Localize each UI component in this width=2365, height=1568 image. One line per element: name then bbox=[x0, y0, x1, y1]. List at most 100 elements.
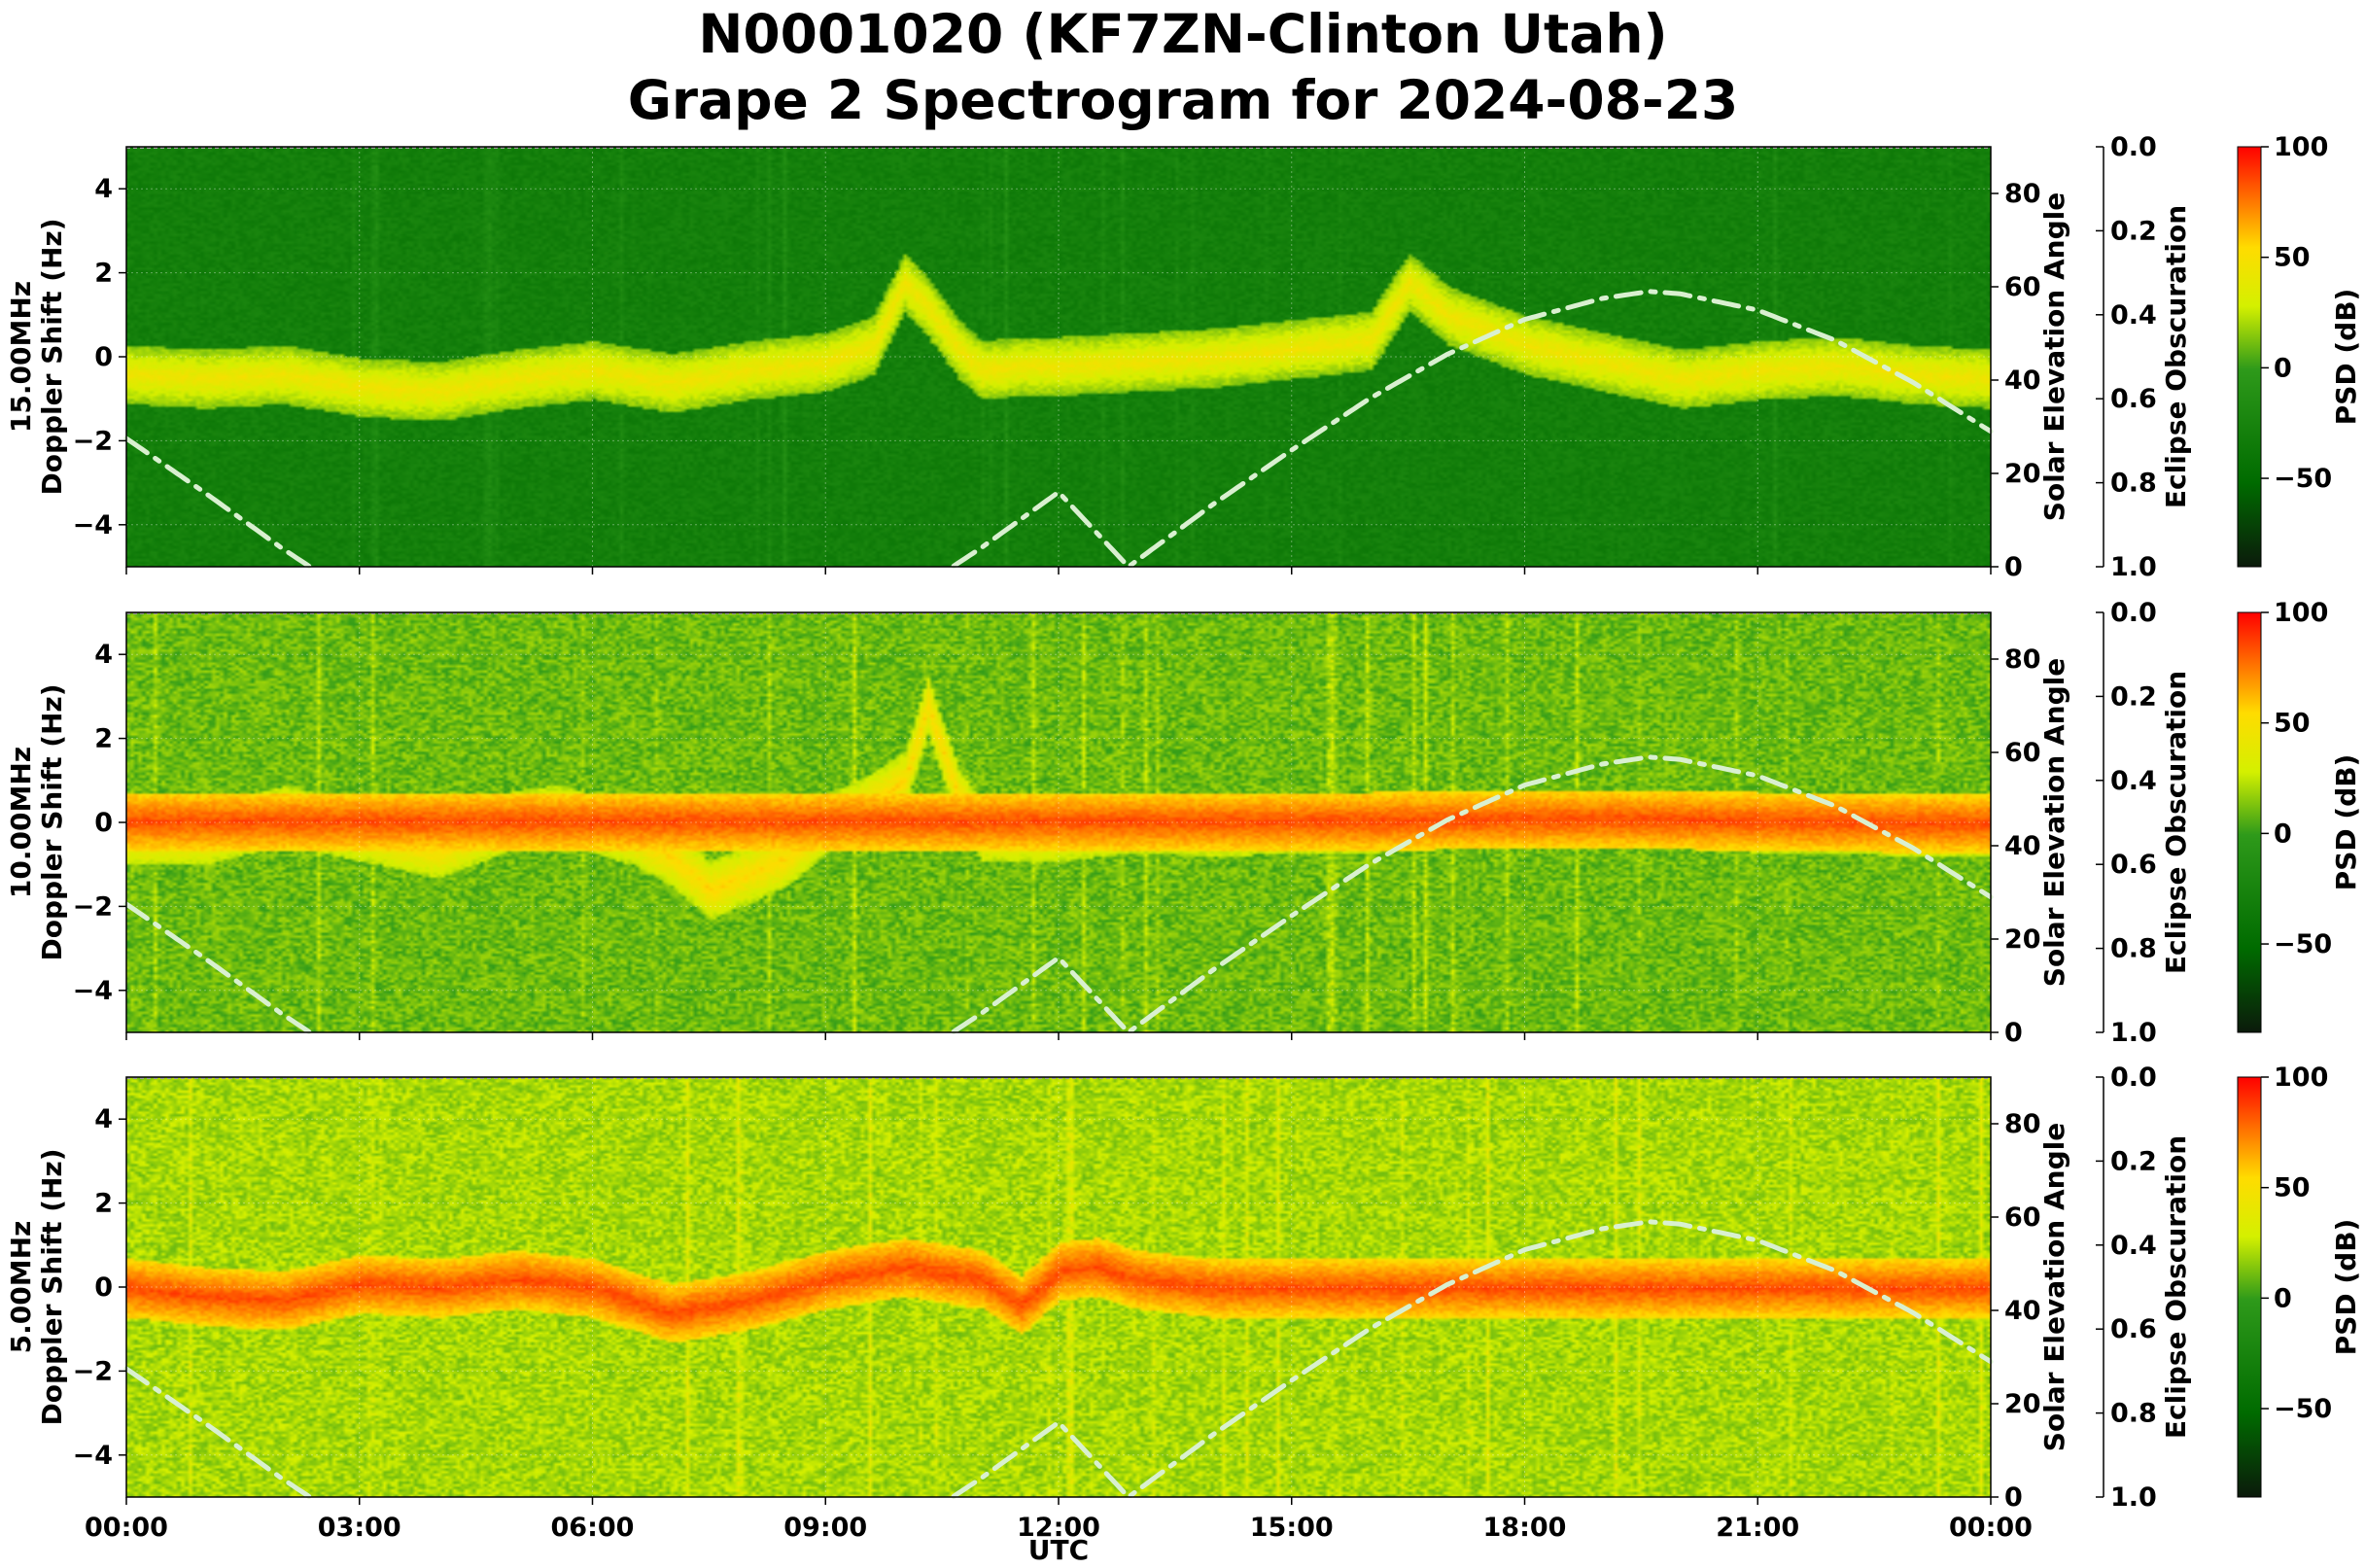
grid-lines bbox=[126, 1077, 1991, 1497]
obscuration-tick-label: 0.0 bbox=[2110, 1063, 2157, 1093]
obscuration-tick-label: 0.8 bbox=[2110, 469, 2157, 499]
grid-lines bbox=[126, 147, 1991, 567]
colorbar bbox=[2237, 611, 2262, 1033]
colorbar-tick-label: 100 bbox=[2274, 598, 2328, 628]
solar-elevation-axis-label: Solar Elevation Angle bbox=[2038, 1123, 2070, 1451]
solar-tick-label: 20 bbox=[2004, 1389, 2041, 1419]
obscuration-tick-label: 0.8 bbox=[2110, 934, 2157, 964]
obscuration-tick-label: 1.0 bbox=[2110, 552, 2157, 582]
obscuration-tick-label: 0.0 bbox=[2110, 598, 2157, 628]
solar-tick-label: 0 bbox=[2004, 1482, 2023, 1513]
y-tick-label: 4 bbox=[94, 640, 113, 670]
obscuration-tick-label: 0.0 bbox=[2110, 132, 2157, 162]
y-tick-label: 0 bbox=[94, 342, 113, 372]
doppler-axis-label-line2: Doppler Shift (Hz) bbox=[36, 218, 68, 495]
eclipse-obscuration-axis-label: Eclipse Obscuration bbox=[2160, 1135, 2192, 1439]
colorbar-tick-label: 100 bbox=[2274, 1063, 2328, 1093]
colorbar-tick-label: 100 bbox=[2274, 132, 2328, 162]
colorbar-tick-label: 0 bbox=[2274, 353, 2292, 383]
spectrogram-heatmap bbox=[126, 147, 1991, 567]
y-tick-label: 4 bbox=[94, 1104, 113, 1134]
eclipse-obscuration-axis-label: Eclipse Obscuration bbox=[2160, 671, 2192, 974]
solar-tick-label: 60 bbox=[2004, 272, 2041, 302]
solar-tick-label: 80 bbox=[2004, 1109, 2041, 1139]
y-tick-label: −4 bbox=[73, 1441, 113, 1471]
solar-elevation-curve bbox=[123, 1219, 1994, 1501]
solar-elevation-axis-label: Solar Elevation Angle bbox=[2038, 192, 2070, 521]
panel-15mhz: 15.00MHz Doppler Shift (Hz) Solar Elevat… bbox=[5, 132, 2362, 582]
x-tick-label: 00:00 bbox=[85, 1513, 168, 1543]
y-tick-label: 4 bbox=[94, 174, 113, 204]
x-tick-label: 00:00 bbox=[1949, 1513, 2033, 1543]
obscuration-tick-label: 0.2 bbox=[2110, 1146, 2157, 1176]
colorbar bbox=[2237, 146, 2262, 568]
obscuration-tick-label: 0.4 bbox=[2110, 766, 2157, 796]
figure-title-line1: N0001020 (KF7ZN-Clinton Utah) bbox=[698, 3, 1667, 65]
colorbar-tick-label: −50 bbox=[2274, 929, 2332, 959]
x-tick-label: 18:00 bbox=[1483, 1513, 1567, 1543]
y-tick-label: −2 bbox=[73, 426, 113, 456]
y-tick-label: −4 bbox=[73, 976, 113, 1006]
obscuration-tick-label: 0.4 bbox=[2110, 1231, 2157, 1261]
solar-elevation-curve bbox=[123, 754, 1994, 1036]
solar-tick-label: 60 bbox=[2004, 1202, 2041, 1233]
solar-tick-label: 40 bbox=[2004, 1296, 2041, 1326]
panel-5mhz: 5.00MHz Doppler Shift (Hz) Solar Elevati… bbox=[5, 1063, 2362, 1566]
x-axis-label: UTC bbox=[1028, 1534, 1089, 1566]
y-tick-label: 2 bbox=[94, 724, 113, 754]
colorbar bbox=[2237, 1076, 2262, 1498]
doppler-axis-label-line1: 15.00MHz bbox=[5, 281, 37, 433]
obscuration-tick-label: 0.6 bbox=[2110, 1314, 2157, 1344]
y-tick-label: 0 bbox=[94, 1272, 113, 1303]
colorbar-label: PSD (dB) bbox=[2330, 289, 2362, 426]
doppler-axis-label-line2: Doppler Shift (Hz) bbox=[36, 683, 68, 960]
obscuration-tick-label: 0.6 bbox=[2110, 850, 2157, 880]
solar-tick-label: 80 bbox=[2004, 179, 2041, 209]
x-tick-label: 12:00 bbox=[1017, 1513, 1100, 1543]
doppler-axis-label-line2: Doppler Shift (Hz) bbox=[36, 1148, 68, 1425]
obscuration-tick-label: 0.8 bbox=[2110, 1399, 2157, 1429]
eclipse-obscuration-axis-label: Eclipse Obscuration bbox=[2160, 205, 2192, 508]
colorbar-tick-label: 50 bbox=[2274, 243, 2311, 273]
y-tick-label: −2 bbox=[73, 891, 113, 922]
spectrogram-heatmap bbox=[126, 612, 1991, 1032]
x-tick-label: 09:00 bbox=[783, 1513, 867, 1543]
colorbar-tick-label: 0 bbox=[2274, 1283, 2292, 1313]
solar-tick-label: 40 bbox=[2004, 366, 2041, 396]
solar-elevation-curve bbox=[123, 289, 1994, 571]
y-tick-label: 2 bbox=[94, 259, 113, 289]
panel-10mhz: 10.00MHz Doppler Shift (Hz) Solar Elevat… bbox=[5, 598, 2362, 1048]
doppler-axis-label-line1: 10.00MHz bbox=[5, 747, 37, 898]
solar-tick-label: 80 bbox=[2004, 645, 2041, 675]
colorbar-tick-label: 0 bbox=[2274, 819, 2292, 849]
x-tick-label: 06:00 bbox=[551, 1513, 635, 1543]
obscuration-tick-label: 0.6 bbox=[2110, 384, 2157, 414]
colorbar-tick-label: −50 bbox=[2274, 464, 2332, 494]
colorbar-tick-label: 50 bbox=[2274, 709, 2311, 739]
doppler-axis-label-line1: 5.00MHz bbox=[5, 1221, 37, 1354]
obscuration-tick-label: 1.0 bbox=[2110, 1482, 2157, 1513]
solar-tick-label: 20 bbox=[2004, 924, 2041, 955]
x-tick-label: 21:00 bbox=[1716, 1513, 1799, 1543]
y-tick-label: 2 bbox=[94, 1189, 113, 1219]
solar-tick-label: 20 bbox=[2004, 459, 2041, 489]
colorbar-tick-label: −50 bbox=[2274, 1394, 2332, 1424]
obscuration-tick-label: 0.4 bbox=[2110, 300, 2157, 331]
grid-lines bbox=[126, 612, 1991, 1032]
solar-tick-label: 0 bbox=[2004, 552, 2023, 582]
y-tick-label: 0 bbox=[94, 808, 113, 838]
figure-title-line2: Grape 2 Spectrogram for 2024-08-23 bbox=[628, 69, 1739, 131]
obscuration-tick-label: 0.2 bbox=[2110, 681, 2157, 712]
y-tick-label: −4 bbox=[73, 510, 113, 540]
obscuration-tick-label: 1.0 bbox=[2110, 1018, 2157, 1048]
solar-tick-label: 40 bbox=[2004, 831, 2041, 861]
colorbar-tick-label: 50 bbox=[2274, 1173, 2311, 1203]
x-tick-label: 03:00 bbox=[318, 1513, 401, 1543]
spectrogram-heatmap bbox=[126, 1077, 1991, 1497]
obscuration-tick-label: 0.2 bbox=[2110, 216, 2157, 246]
solar-tick-label: 0 bbox=[2004, 1018, 2023, 1048]
solar-elevation-axis-label: Solar Elevation Angle bbox=[2038, 658, 2070, 987]
colorbar-label: PSD (dB) bbox=[2330, 754, 2362, 891]
x-tick-label: 15:00 bbox=[1250, 1513, 1334, 1543]
